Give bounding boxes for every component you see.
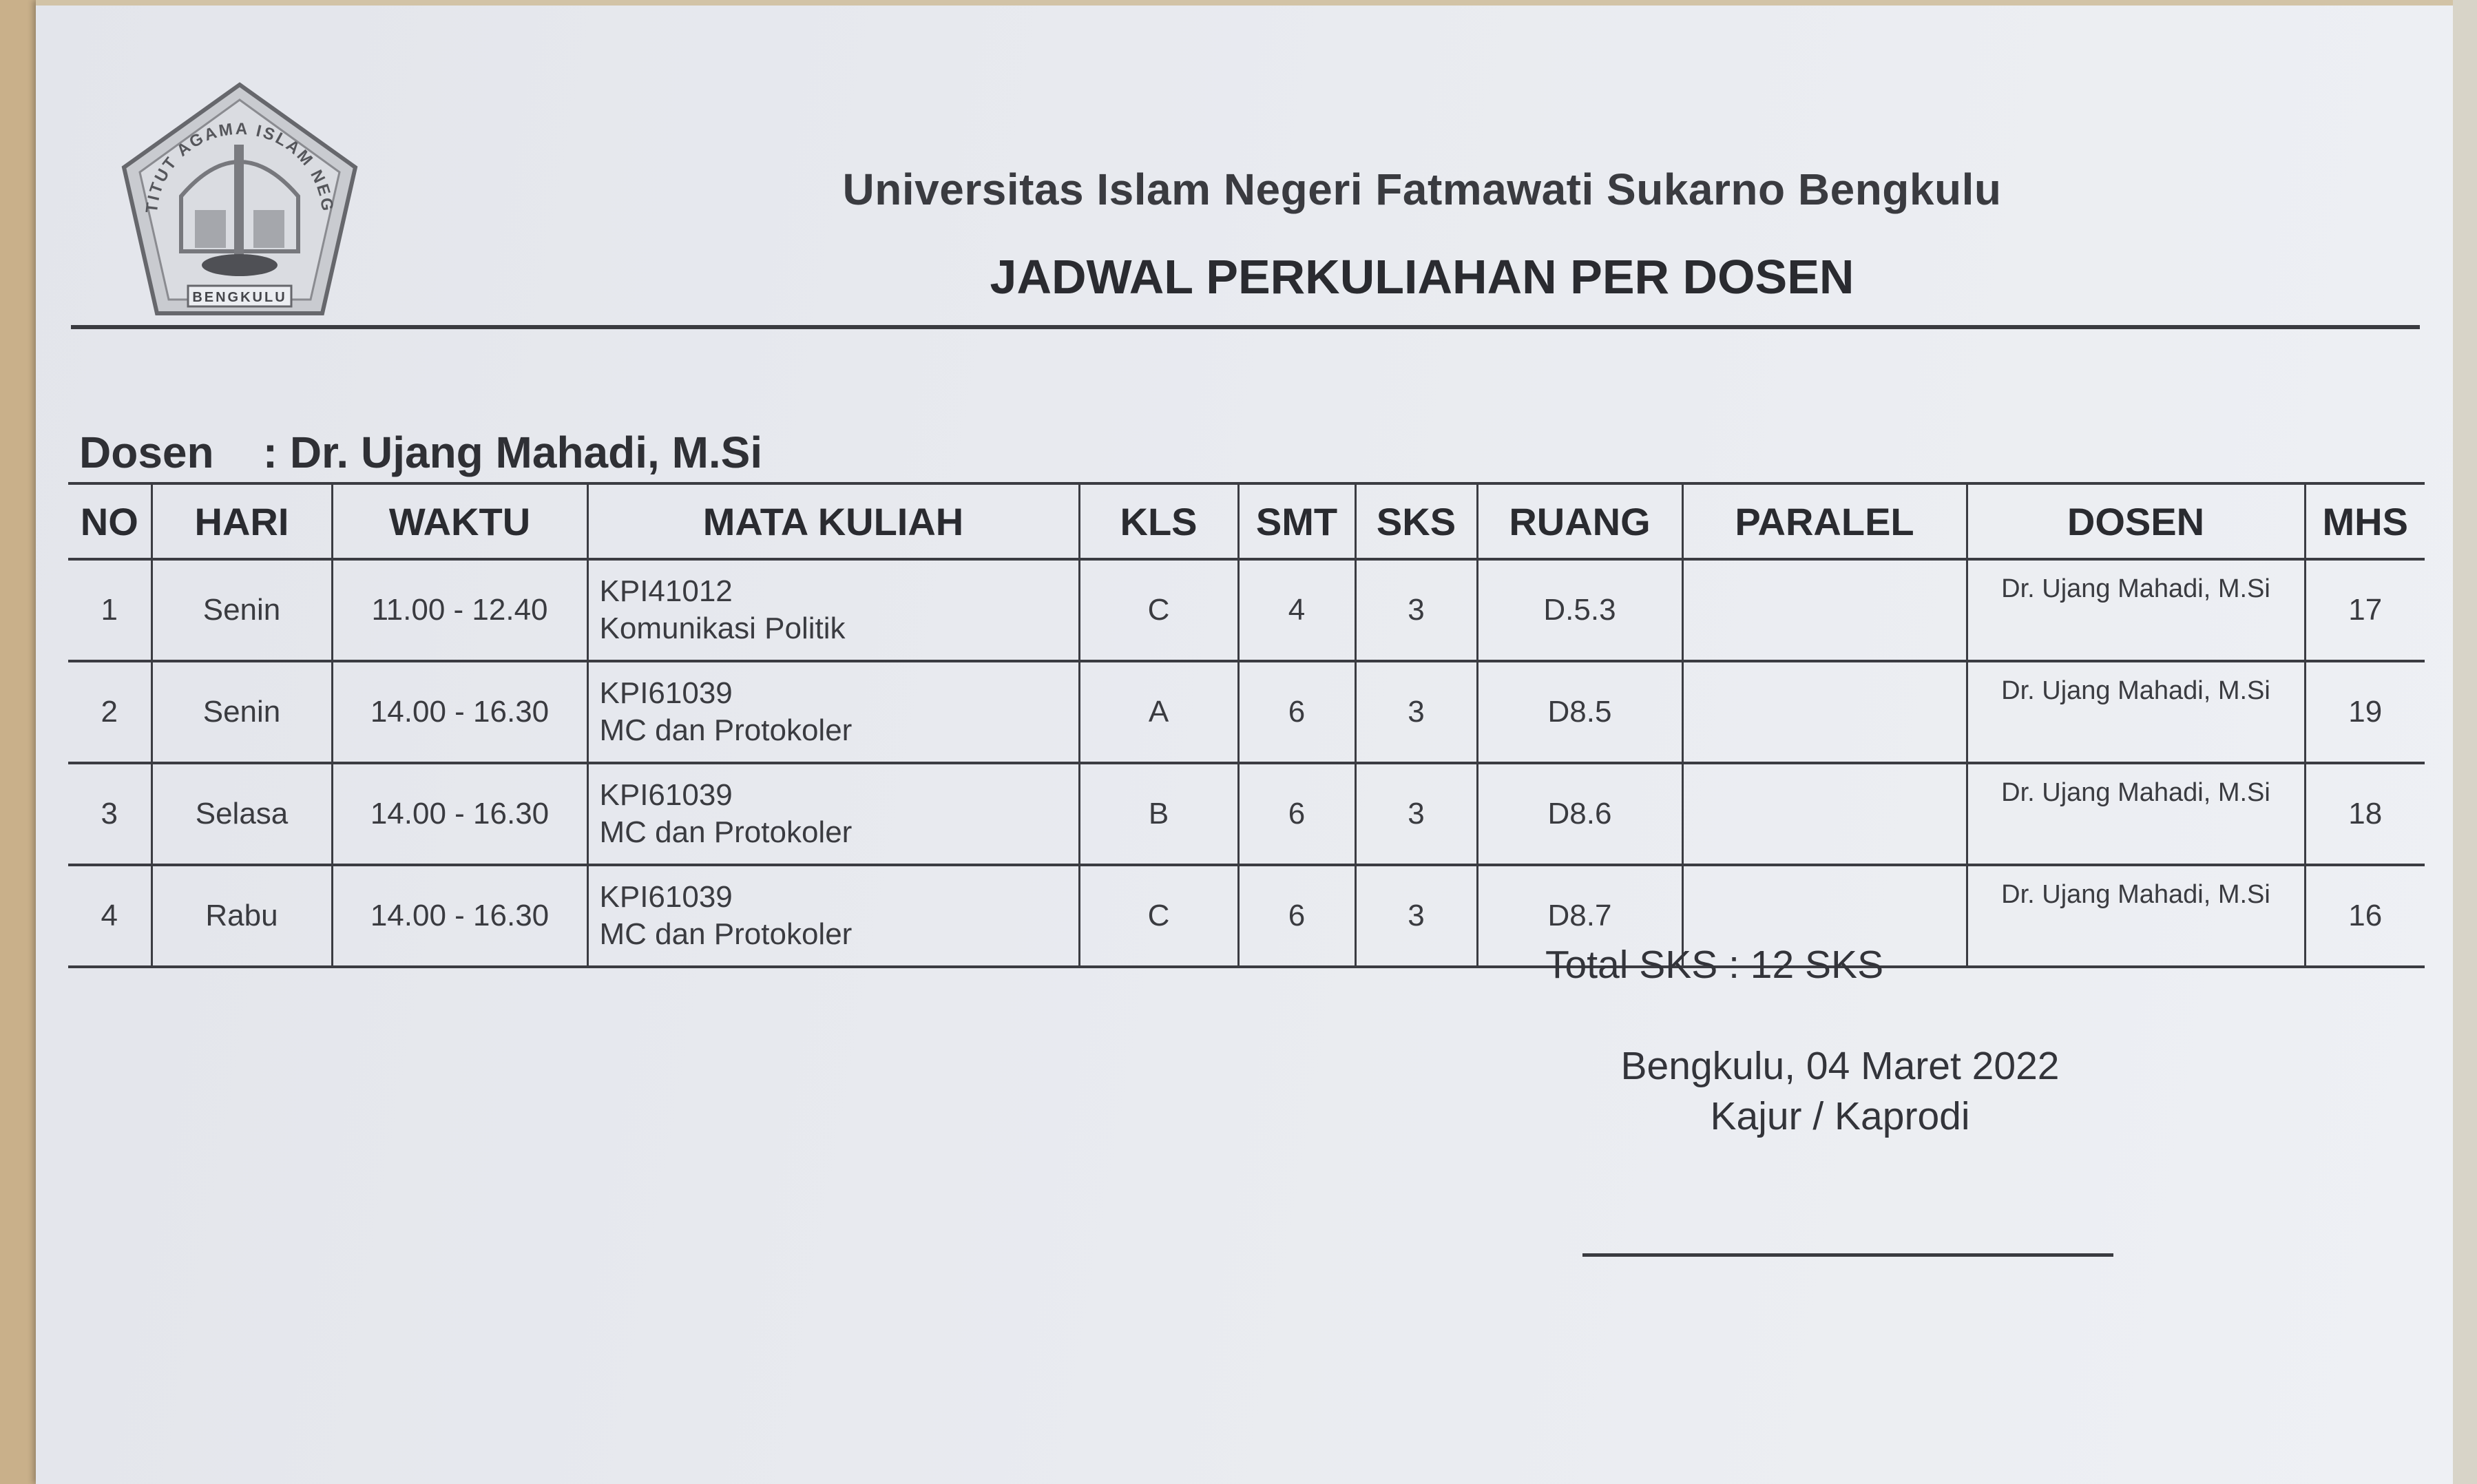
cell-ruang: D8.7	[1476, 864, 1684, 968]
cell-dosen: Dr. Ujang Mahadi, M.Si	[1965, 762, 2306, 866]
table-header-row: NO HARI WAKTU MATA KULIAH KLS SMT SKS RU…	[68, 482, 2425, 561]
header-divider	[71, 325, 2420, 329]
course-name: MC dan Protokoler	[599, 713, 853, 747]
table-row: 4 Rabu 14.00 - 16.30 KPI61039 MC dan Protoko…	[68, 864, 2425, 968]
cell-smt: 6	[1237, 864, 1357, 968]
course-code: KPI41012	[599, 574, 733, 608]
column-header: SMT	[1237, 482, 1357, 561]
cell-mhs: 18	[2303, 762, 2425, 866]
cell-mata-kuliah: KPI61039 MC dan Protokoler	[586, 864, 1080, 968]
column-header: NO	[68, 482, 153, 561]
table-row: 2 Senin 14.00 - 16.30 KPI61039 MC dan Protok…	[68, 660, 2425, 764]
signature-place-date: Bengkulu, 04 Maret 2022	[1620, 1044, 2060, 1088]
course-name: Komunikasi Politik	[599, 612, 846, 645]
cell-waktu: 14.00 - 16.30	[331, 864, 589, 968]
column-header: KLS	[1078, 482, 1240, 561]
cell-mata-kuliah: KPI61039 MC dan Protokoler	[586, 762, 1080, 866]
cell-smt: 6	[1237, 762, 1357, 866]
cell-sks: 3	[1354, 660, 1478, 764]
cell-sks: 3	[1354, 558, 1478, 662]
cell-dosen: Dr. Ujang Mahadi, M.Si	[1965, 660, 2306, 764]
table-row: 1 Senin 11.00 - 12.40 KPI41012 Komunikasi Po…	[68, 558, 2425, 662]
cell-hari: Senin	[150, 558, 333, 662]
background-edge	[36, 0, 2453, 6]
cell-paralel	[1681, 660, 1968, 764]
cell-dosen: Dr. Ujang Mahadi, M.Si	[1965, 558, 2306, 662]
cell-mhs: 19	[2303, 660, 2425, 764]
course-code: KPI61039	[599, 880, 733, 914]
cell-sks: 3	[1354, 864, 1478, 968]
cell-mata-kuliah: KPI61039 MC dan Protokoler	[586, 660, 1080, 764]
column-header: RUANG	[1476, 482, 1684, 561]
total-sks: Total SKS : 12 SKS	[1545, 943, 1884, 987]
column-header: PARALEL	[1681, 482, 1968, 561]
cell-waktu: 14.00 - 16.30	[331, 660, 589, 764]
signature-line	[1582, 1253, 2113, 1257]
table-row: 3 Selasa 14.00 - 16.30 KPI61039 MC dan Proto…	[68, 762, 2425, 866]
cell-dosen: Dr. Ujang Mahadi, M.Si	[1965, 864, 2306, 968]
column-header: DOSEN	[1965, 482, 2306, 561]
course-code: KPI61039	[599, 778, 733, 812]
cell-ruang: D8.5	[1476, 660, 1684, 764]
cell-paralel	[1681, 558, 1968, 662]
institution-name: Universitas Islam Negeri Fatmawati Sukar…	[842, 165, 2002, 214]
cell-kls: C	[1078, 558, 1240, 662]
cell-sks: 3	[1354, 762, 1478, 866]
cell-kls: A	[1078, 660, 1240, 764]
cell-ruang: D8.6	[1476, 762, 1684, 866]
cell-mhs: 17	[2303, 558, 2425, 662]
column-header: WAKTU	[331, 482, 589, 561]
svg-text:BENGKULU: BENGKULU	[192, 290, 286, 305]
cell-mata-kuliah: KPI41012 Komunikasi Politik	[586, 558, 1080, 662]
cell-smt: 6	[1237, 660, 1357, 764]
cell-mhs: 16	[2303, 864, 2425, 968]
cell-no: 1	[68, 558, 153, 662]
cell-hari: Senin	[150, 660, 333, 764]
course-name: MC dan Protokoler	[599, 917, 853, 951]
background-edge	[2453, 0, 2477, 1484]
cell-no: 2	[68, 660, 153, 764]
cell-ruang: D.5.3	[1476, 558, 1684, 662]
column-header: MATA KULIAH	[586, 482, 1080, 561]
cell-paralel	[1681, 762, 1968, 866]
cell-smt: 4	[1237, 558, 1357, 662]
document-title: JADWAL PERKULIAHAN PER DOSEN	[990, 250, 1854, 304]
column-header: MHS	[2303, 482, 2425, 561]
course-code: KPI61039	[599, 676, 733, 710]
signature-role: Kajur / Kaprodi	[1710, 1094, 1970, 1138]
cell-no: 3	[68, 762, 153, 866]
cell-kls: C	[1078, 864, 1240, 968]
column-header: HARI	[150, 482, 333, 561]
course-name: MC dan Protokoler	[599, 815, 853, 849]
cell-hari: Rabu	[150, 864, 333, 968]
column-header: SKS	[1354, 482, 1478, 561]
schedule-table: NO HARI WAKTU MATA KULIAH KLS SMT SKS RU…	[68, 482, 2425, 968]
cell-waktu: 14.00 - 16.30	[331, 762, 589, 866]
cell-kls: B	[1078, 762, 1240, 866]
university-logo: INSTITUT AGAMA ISLAM NEGERI BENGKULU	[116, 79, 358, 315]
cell-no: 4	[68, 864, 153, 968]
cell-hari: Selasa	[150, 762, 333, 866]
cell-paralel	[1681, 864, 1968, 968]
cell-waktu: 11.00 - 12.40	[331, 558, 589, 662]
lecturer-name: Dosen : Dr. Ujang Mahadi, M.Si	[79, 428, 763, 477]
